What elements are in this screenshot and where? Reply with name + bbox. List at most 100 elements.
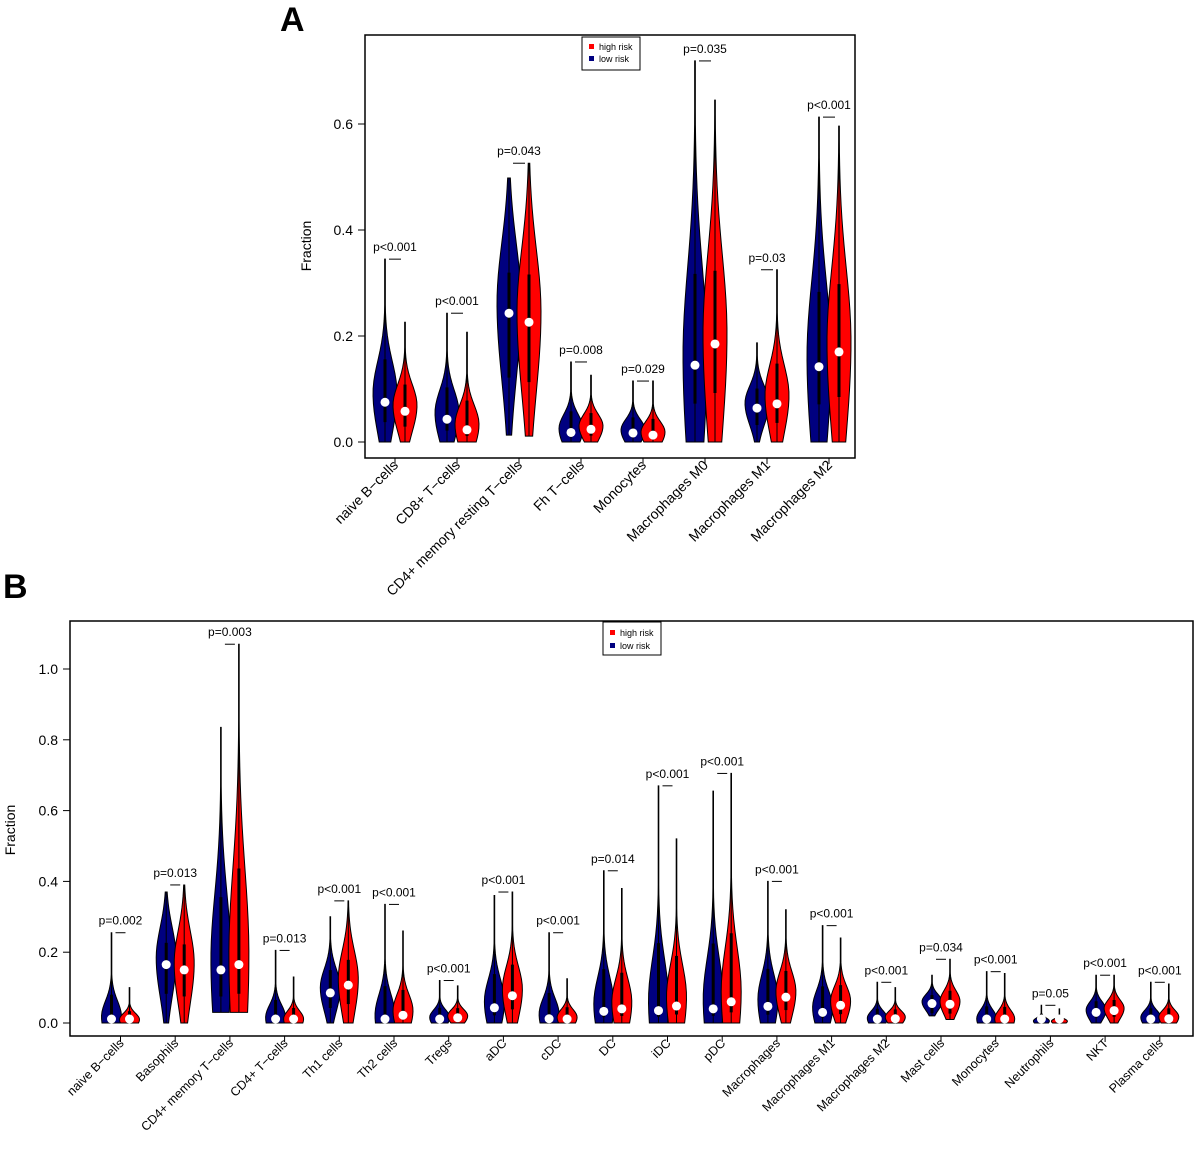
y-tick-label: 0.0: [334, 434, 354, 450]
median-dot-low-risk: [690, 360, 700, 370]
violin-group: p=0.035: [682, 42, 728, 443]
median-dot-low-risk: [763, 1001, 773, 1011]
median-dot-high-risk: [834, 347, 844, 357]
median-dot-low-risk: [628, 428, 638, 438]
violin-group: p=0.05: [1032, 986, 1069, 1024]
median-dot-high-risk: [524, 317, 534, 327]
x-category-label: Th1 cells: [300, 1036, 345, 1081]
median-dot-high-risk: [648, 430, 658, 440]
p-value-label: p<0.001: [700, 754, 744, 768]
violin-group: p=0.03: [744, 251, 790, 443]
violin-group: p<0.001: [536, 914, 580, 1024]
median-dot-high-risk: [1054, 1014, 1064, 1024]
violin-group: p<0.001: [1138, 963, 1182, 1024]
p-value-label: p=0.03: [748, 251, 785, 265]
median-dot-high-risk: [1109, 1006, 1119, 1016]
legend-low-risk-swatch: [610, 643, 615, 648]
violin-group: p<0.001: [700, 754, 744, 1024]
x-category-label: Neutrophils: [1002, 1036, 1057, 1091]
median-dot-high-risk: [726, 997, 736, 1007]
p-value-label: p=0.029: [621, 362, 665, 376]
violin-group: p<0.001: [755, 862, 799, 1024]
median-dot-low-risk: [161, 960, 171, 970]
y-tick-label: 0.2: [334, 328, 354, 344]
violin-group: p<0.001: [1083, 956, 1127, 1024]
p-value-label: p<0.001: [427, 962, 471, 976]
p-value-label: p<0.001: [864, 963, 908, 977]
violin-group: p<0.001: [482, 873, 526, 1024]
median-dot-low-risk: [435, 1014, 445, 1024]
median-dot-low-risk: [380, 1014, 390, 1024]
x-category-label: pDC: [701, 1036, 729, 1064]
median-dot-low-risk: [708, 1004, 718, 1014]
x-category-label: iDC: [649, 1036, 674, 1061]
median-dot-low-risk: [107, 1014, 116, 1024]
p-value-label: p=0.013: [263, 931, 307, 945]
violin-group: p=0.002: [99, 914, 143, 1024]
violin-group: p=0.008: [558, 343, 604, 443]
panel-a-legend: high risk low risk: [581, 36, 641, 71]
p-value-label: p=0.035: [683, 42, 727, 56]
p-value-label: p=0.05: [1032, 986, 1069, 1000]
panel-b: B 0.00.20.40.60.81.0 Fraction p=0.002p=0…: [2, 568, 1194, 1134]
median-dot-low-risk: [544, 1014, 554, 1024]
y-tick-label: 0.6: [334, 116, 354, 132]
x-category-label: CD4+ T−cells: [227, 1036, 290, 1099]
p-value-label: p<0.001: [317, 882, 361, 896]
median-dot-low-risk: [654, 1006, 663, 1016]
panel-a-y-axis-title: Fraction: [298, 221, 314, 272]
violin-group: p=0.013: [153, 866, 197, 1024]
median-dot-low-risk: [599, 1006, 609, 1016]
median-dot-high-risk: [1164, 1014, 1174, 1024]
median-dot-high-risk: [462, 425, 472, 435]
p-value-label: p=0.002: [99, 914, 143, 928]
median-dot-low-risk: [216, 965, 226, 975]
panel-a-violins: p<0.001 p<0.001 p=0.043 p=0.008 p=0.029 p=0.0…: [372, 42, 852, 443]
median-dot-high-risk: [343, 980, 353, 990]
legend-low-risk-label: low risk: [599, 54, 630, 64]
violin-group: p<0.001: [806, 98, 852, 443]
x-category-label: aDC: [482, 1036, 510, 1064]
x-category-label: Monocytes: [590, 457, 649, 516]
violin-group: p<0.001: [864, 963, 908, 1024]
x-category-label: Monocytes: [949, 1036, 1002, 1089]
median-dot-high-risk: [400, 406, 410, 416]
median-dot-high-risk: [1000, 1014, 1010, 1024]
median-dot-high-risk: [890, 1014, 900, 1024]
p-value-label: p<0.001: [1083, 956, 1127, 970]
legend-high-risk-swatch: [610, 630, 615, 635]
y-tick-label: 0.4: [334, 222, 354, 238]
median-dot-low-risk: [982, 1014, 992, 1024]
p-value-label: p<0.001: [435, 294, 479, 308]
y-tick-label: 0.8: [39, 732, 59, 748]
legend-low-risk-swatch: [589, 56, 594, 61]
p-value-label: p<0.001: [974, 953, 1018, 967]
median-dot-high-risk: [179, 965, 189, 975]
violin-group: p=0.014: [591, 852, 635, 1024]
median-dot-low-risk: [818, 1007, 828, 1017]
x-category-label: Fh T−cells: [530, 457, 587, 514]
x-category-label: DC: [596, 1036, 619, 1059]
legend-low-risk-label: low risk: [620, 641, 651, 651]
x-category-label: Mast cells: [898, 1036, 947, 1085]
p-value-label: p<0.001: [1138, 963, 1182, 977]
x-category-label: CD4+ memory T−cells: [138, 1036, 236, 1134]
p-value-label: p<0.001: [807, 98, 851, 112]
median-dot-low-risk: [814, 362, 824, 372]
median-dot-low-risk: [566, 427, 576, 437]
violin-group: p=0.043: [496, 144, 542, 437]
panel-a-legend-box: [581, 36, 641, 71]
y-tick-label: 1.0: [39, 661, 59, 677]
panel-a-letter: A: [280, 1, 305, 39]
panel-a-y-axis: 0.0 0.2 0.4 0.6: [334, 116, 366, 450]
median-dot-high-risk: [617, 1004, 627, 1014]
median-dot-low-risk: [872, 1014, 882, 1024]
median-dot-low-risk: [752, 403, 762, 413]
legend-high-risk-label: high risk: [599, 42, 633, 52]
panel-b-violins: p=0.002 p=0.013 p=0.003 p=0.013 p<0.001 p<0.0…: [99, 625, 1182, 1024]
y-tick-label: 0.4: [39, 873, 59, 889]
median-dot-low-risk: [271, 1014, 281, 1024]
panel-b-y-axis: 0.0 0.2 0.4 0.6 0.8 1.0: [39, 661, 71, 1031]
p-value-label: p<0.001: [482, 873, 526, 887]
